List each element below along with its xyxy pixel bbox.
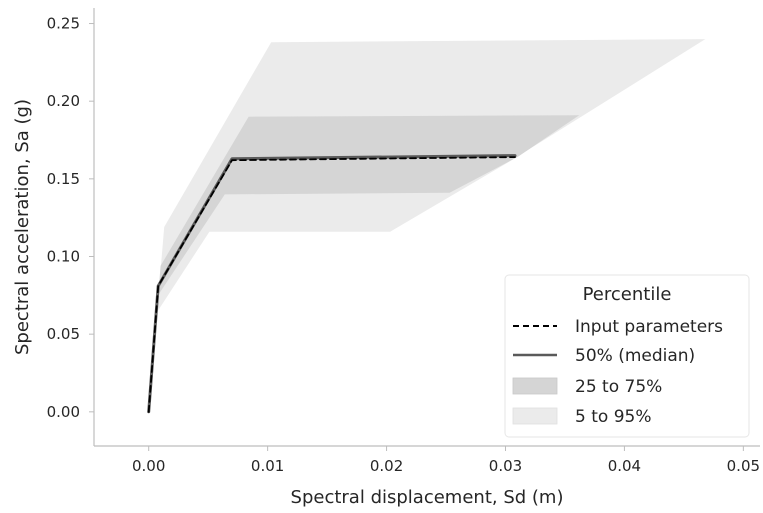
x-tick-label: 0.03 [489,457,522,475]
legend-entry-25-75: 25 to 75% [575,377,662,397]
y-tick-label: 0.20 [47,92,80,110]
y-tick-label: 0.05 [47,325,80,343]
band-layer [148,39,706,412]
legend-swatch-5-95 [512,407,558,425]
y-tick-label: 0.25 [47,15,80,33]
y-axis-label: Spectral acceleration, Sa (g) [12,99,33,355]
y-tick-label: 0.15 [47,170,80,188]
y-tick-label: 0.10 [47,248,80,266]
x-tick-label: 0.02 [370,457,403,475]
band-25-to-75 [148,115,580,412]
legend-title: Percentile [583,284,672,305]
legend: Percentile Input parameters 50% (median)… [504,274,750,438]
legend-entry-input-parameters: Input parameters [575,317,723,337]
x-tick-label: 0.01 [251,457,284,475]
x-tick-label: 0.00 [132,457,165,475]
series-line-input-parameters [147,156,516,413]
x-ticks: 0.00 0.01 0.02 0.03 0.04 0.05 [132,446,760,475]
legend-entry-5-95: 5 to 95% [575,407,651,427]
x-tick-label: 0.05 [727,457,760,475]
legend-swatch-25-75 [512,377,558,395]
legend-entry-median: 50% (median) [575,346,695,366]
y-tick-label: 0.00 [47,403,80,421]
line-layer [147,154,517,414]
x-axis-label: Spectral displacement, Sd (m) [291,487,564,508]
y-ticks: 0.00 0.05 0.10 0.15 0.20 0.25 [47,15,94,421]
x-tick-label: 0.04 [608,457,641,475]
legend-frame [504,274,750,438]
